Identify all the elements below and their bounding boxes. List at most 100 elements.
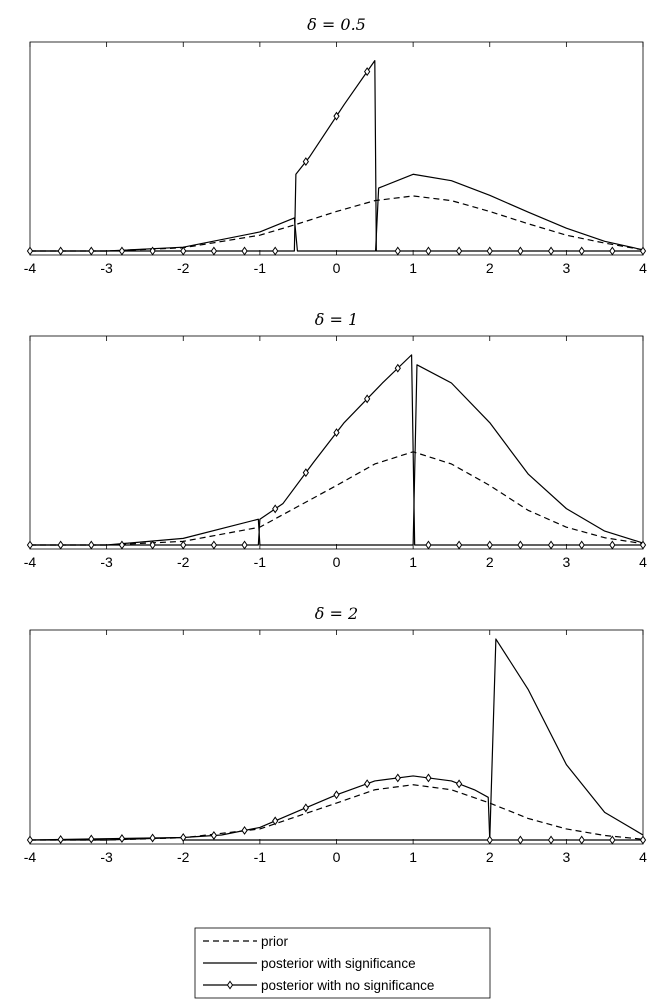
chart-panel-2: δ = 1 -4 -3 -2 -1 0 1 2 3 4	[24, 310, 647, 570]
series-marker-posterior-with-no-significance	[26, 835, 34, 845]
series-line-posterior-with-significance	[30, 638, 644, 841]
chart-title: δ = 1	[315, 310, 358, 329]
series-marker-posterior-with-no-significance	[425, 246, 432, 256]
x-tick-label: -1	[254, 849, 267, 865]
x-tick-label: 0	[333, 554, 341, 570]
legend-marker	[226, 980, 234, 990]
series-marker-posterior-with-no-significance	[118, 540, 126, 550]
series-marker-posterior-with-no-significance	[149, 540, 156, 550]
series-marker-posterior-with-no-significance	[118, 246, 126, 256]
series-marker-posterior-with-no-significance	[639, 835, 647, 845]
legend-label-posterior-with-significance: posterior with significance	[261, 956, 416, 971]
x-tick-label: -2	[177, 260, 190, 276]
series-marker-posterior-with-no-significance	[26, 246, 34, 256]
series-line-posterior-with-no-significance	[30, 60, 643, 252]
x-tick-label: 4	[639, 849, 647, 865]
x-tick-label: -2	[177, 849, 190, 865]
chart-panel-1: δ = 0.5 -4 -3 -2 -1 0 1 2 3 4	[24, 15, 647, 276]
series-marker-posterior-with-no-significance	[118, 834, 126, 843]
x-tick-label: 1	[409, 260, 417, 276]
series-marker-posterior-with-no-significance	[241, 540, 248, 550]
x-tick-label: -1	[254, 554, 267, 570]
series-line-prior	[30, 195, 644, 252]
x-tick-label: 2	[486, 260, 494, 276]
series-marker-posterior-with-no-significance	[302, 468, 309, 478]
x-tick-label: 4	[639, 260, 647, 276]
x-tick-label: -2	[177, 554, 190, 570]
x-tick-label: 2	[486, 554, 494, 570]
series-marker-posterior-with-no-significance	[333, 790, 340, 800]
series-marker-posterior-with-no-significance	[333, 111, 340, 121]
x-tick-label: 1	[409, 554, 417, 570]
axes-box	[29, 629, 644, 845]
series-marker-posterior-with-no-significance	[394, 363, 401, 373]
series-marker-posterior-with-no-significance	[272, 504, 279, 514]
x-tick-label: 3	[562, 260, 570, 276]
series-marker-posterior-with-no-significance	[609, 835, 616, 845]
series-line-posterior-with-no-significance	[29, 775, 643, 841]
series-marker-posterior-with-no-significance	[547, 835, 555, 845]
series-marker-posterior-with-no-significance	[394, 773, 401, 783]
series-marker-posterior-with-no-significance	[364, 67, 371, 77]
series-marker-posterior-with-no-significance	[333, 428, 340, 438]
series-marker-posterior-with-no-significance	[425, 773, 432, 783]
series-marker-posterior-with-no-significance	[455, 540, 463, 550]
series-marker-posterior-with-no-significance	[486, 246, 493, 256]
series-marker-posterior-with-no-significance	[455, 246, 463, 256]
x-tick-label: -1	[254, 260, 267, 276]
legend: prior posterior with significance posterio…	[194, 927, 491, 999]
series-line-posterior-with-significance	[30, 173, 644, 252]
x-tick-label: -3	[100, 849, 113, 865]
series-marker-posterior-with-no-significance	[210, 831, 218, 840]
series-marker-posterior-with-no-significance	[302, 157, 309, 167]
x-tick-label: 3	[562, 849, 570, 865]
x-tick-label: 1	[409, 849, 417, 865]
axes-box	[29, 335, 644, 550]
series-marker-posterior-with-no-significance	[609, 246, 616, 256]
series-marker-posterior-with-no-significance	[272, 816, 279, 826]
series-line-posterior-with-significance	[30, 364, 644, 546]
series-marker-posterior-with-no-significance	[302, 803, 309, 813]
axes-box	[29, 41, 644, 256]
x-tick-label: 0	[333, 849, 341, 865]
series-marker-posterior-with-no-significance	[486, 835, 493, 845]
legend-label-prior: prior	[261, 934, 289, 949]
series-marker-posterior-with-no-significance	[149, 833, 156, 843]
series-marker-posterior-with-no-significance	[210, 246, 218, 256]
series-marker-posterior-with-no-significance	[609, 540, 616, 550]
series-marker-posterior-with-no-significance	[547, 246, 555, 256]
series-marker-posterior-with-no-significance	[26, 540, 34, 550]
series-marker-posterior-with-no-significance	[180, 246, 187, 256]
legend-label-posterior-with-no-significance: posterior with no significance	[261, 978, 434, 993]
series-marker-posterior-with-no-significance	[241, 246, 248, 256]
series-marker-posterior-with-no-significance	[639, 540, 647, 550]
series-marker-posterior-with-no-significance	[394, 246, 401, 256]
series-marker-posterior-with-no-significance	[241, 825, 248, 835]
series-marker-posterior-with-no-significance	[517, 835, 524, 845]
series-marker-posterior-with-no-significance	[272, 246, 279, 256]
series-line-prior	[30, 451, 644, 546]
chart-title: δ = 0.5	[307, 15, 366, 34]
chart-panel-3: δ = 2 -4 -3 -2 -1 0 1 2 3 4	[24, 604, 647, 865]
series-marker-posterior-with-no-significance	[455, 779, 463, 789]
x-tick-label: -4	[24, 260, 37, 276]
x-tick-label: 3	[562, 554, 570, 570]
x-tick-label: 0	[333, 260, 341, 276]
series-marker-posterior-with-no-significance	[578, 540, 585, 550]
series-marker-posterior-with-no-significance	[149, 246, 156, 256]
series-marker-posterior-with-no-significance	[486, 540, 493, 550]
series-marker-posterior-with-no-significance	[364, 779, 371, 789]
series-marker-posterior-with-no-significance	[578, 835, 585, 845]
series-marker-posterior-with-no-significance	[517, 540, 524, 550]
x-tick-label: -4	[24, 849, 37, 865]
series-marker-posterior-with-no-significance	[425, 540, 432, 550]
series-marker-posterior-with-no-significance	[639, 246, 647, 256]
series-marker-posterior-with-no-significance	[180, 540, 187, 550]
x-tick-label: 4	[639, 554, 647, 570]
series-marker-posterior-with-no-significance	[57, 246, 64, 256]
x-tick-label: -3	[100, 260, 113, 276]
series-marker-posterior-with-no-significance	[88, 246, 95, 256]
series-marker-posterior-with-no-significance	[88, 540, 95, 550]
series-marker-posterior-with-no-significance	[57, 540, 64, 550]
